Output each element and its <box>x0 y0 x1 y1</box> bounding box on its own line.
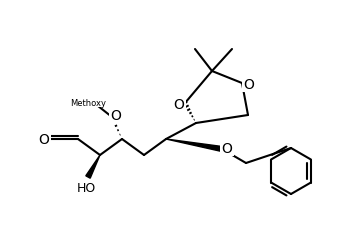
Text: O: O <box>222 141 232 155</box>
Text: O: O <box>111 109 121 122</box>
Text: O: O <box>243 78 255 92</box>
Text: HO: HO <box>76 181 96 194</box>
Polygon shape <box>166 139 222 152</box>
Text: O: O <box>39 132 49 146</box>
Text: O: O <box>174 98 184 111</box>
Text: Methoxy: Methoxy <box>70 98 106 107</box>
Polygon shape <box>86 155 100 178</box>
